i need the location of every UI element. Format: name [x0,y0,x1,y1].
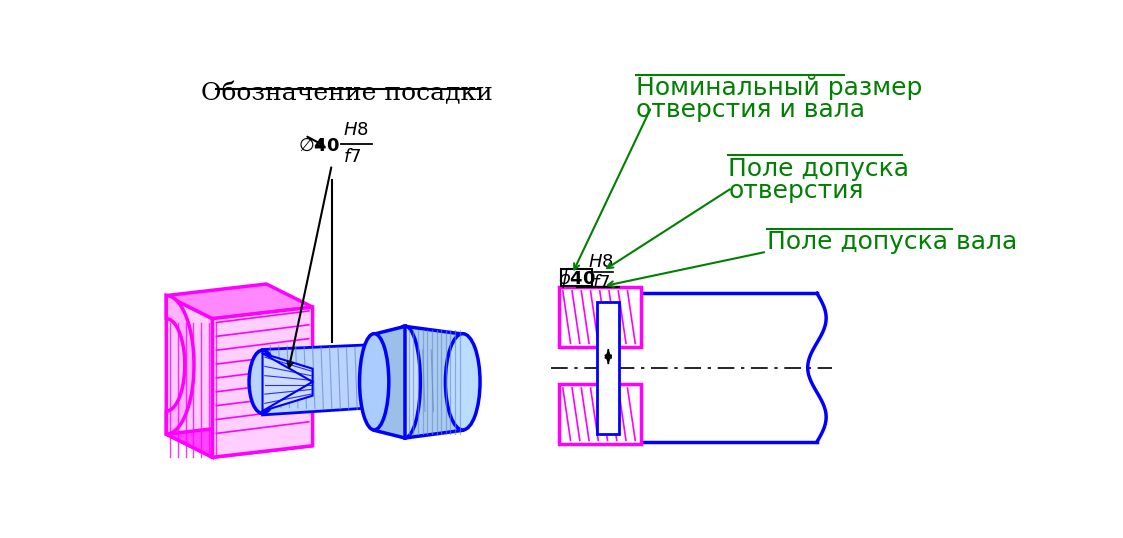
Polygon shape [263,353,312,411]
Polygon shape [166,295,212,457]
Ellipse shape [249,350,276,413]
Polygon shape [166,423,312,457]
Ellipse shape [446,334,480,430]
Polygon shape [212,307,312,457]
Text: $\mathit{H8}$: $\mathit{H8}$ [344,121,369,139]
Polygon shape [166,295,194,434]
Text: $\mathit{f7}$: $\mathit{f7}$ [344,148,362,166]
Ellipse shape [250,359,274,405]
Text: $\mathit{f7}$: $\mathit{f7}$ [592,274,611,292]
Polygon shape [374,327,405,438]
Text: Поле допуска вала: Поле допуска вала [767,230,1017,254]
Bar [559,384,641,444]
Text: $\mathit{H8}$: $\mathit{H8}$ [588,253,614,271]
Text: $\mathit{\varnothing}$40: $\mathit{\varnothing}$40 [298,137,339,154]
Ellipse shape [359,334,389,430]
Text: отверстия и вала: отверстия и вала [636,98,865,122]
Text: отверстия: отверстия [729,179,864,202]
Bar [597,302,619,434]
Text: Номинальный размер: Номинальный размер [636,76,922,100]
Polygon shape [263,342,439,415]
Bar [562,270,592,286]
Polygon shape [166,284,312,318]
Text: Обозначение посадки: Обозначение посадки [201,81,493,105]
Text: $\phi$40: $\phi$40 [558,267,595,289]
Polygon shape [405,327,463,438]
Bar [559,287,641,347]
Text: Поле допуска: Поле допуска [729,157,910,181]
Ellipse shape [390,326,420,437]
